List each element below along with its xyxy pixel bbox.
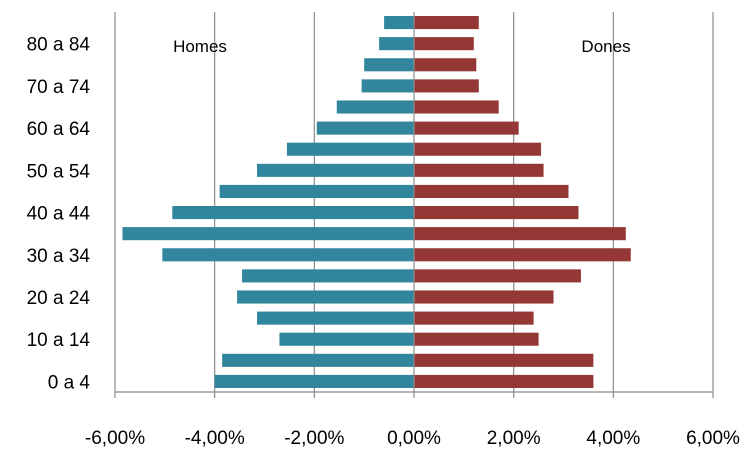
x-tick-labels: -6,00% -4,00% -2,00% 0,00% 2,00% 4,00% 6,00% xyxy=(85,428,740,449)
bar-dones-17 xyxy=(414,16,479,30)
bar-dones-16 xyxy=(414,37,474,51)
bar-dones-3 xyxy=(414,311,534,325)
bar-homes-3 xyxy=(257,311,414,325)
x-tick-label: -2,00% xyxy=(284,428,344,449)
x-tick-label: -4,00% xyxy=(185,428,245,449)
bar-homes-9 xyxy=(219,184,414,198)
bar-dones-10 xyxy=(414,163,544,177)
x-tick-label: -6,00% xyxy=(85,428,145,449)
bar-homes-5 xyxy=(242,269,414,283)
x-tick-label: 2,00% xyxy=(487,428,541,449)
bar-homes-14 xyxy=(361,79,414,93)
y-tick-label: 40 a 44 xyxy=(27,204,91,225)
bar-dones-11 xyxy=(414,142,542,156)
axis xyxy=(114,12,714,398)
bar-dones-15 xyxy=(414,58,477,72)
bar-homes-12 xyxy=(316,121,414,135)
y-tick-label: 70 a 74 xyxy=(27,77,91,98)
bar-homes-6 xyxy=(162,248,414,262)
x-tick-label: 6,00% xyxy=(686,428,740,449)
bar-dones-8 xyxy=(414,206,579,220)
y-tick-label: 80 a 84 xyxy=(27,35,91,56)
bar-homes-10 xyxy=(257,163,414,177)
bar-dones-12 xyxy=(414,121,519,135)
bar-dones-14 xyxy=(414,79,479,93)
y-tick-label: 60 a 64 xyxy=(27,119,91,140)
bar-dones-6 xyxy=(414,248,631,262)
bar-homes-13 xyxy=(336,100,414,114)
bar-homes-7 xyxy=(122,227,414,241)
bar-homes-1 xyxy=(222,353,414,367)
bar-dones-1 xyxy=(414,353,594,367)
bar-dones-13 xyxy=(414,100,499,114)
bar-dones-5 xyxy=(414,269,581,283)
gridlines xyxy=(114,12,714,392)
bar-dones-4 xyxy=(414,290,554,304)
y-tick-label: 0 a 4 xyxy=(48,372,91,393)
y-tick-label: 20 a 24 xyxy=(27,288,91,309)
bar-dones-9 xyxy=(414,184,569,198)
y-tick-labels: 0 a 4 10 a 14 20 a 24 30 a 34 40 a 44 50 a 54… xyxy=(27,35,91,394)
bar-homes-8 xyxy=(172,206,414,220)
series-label-dones: Dones xyxy=(581,37,630,56)
bar-dones-2 xyxy=(414,332,539,346)
series-label-homes: Homes xyxy=(173,37,227,56)
bar-homes-16 xyxy=(379,37,414,51)
bar-homes-0 xyxy=(214,374,414,388)
bar-homes-15 xyxy=(364,58,414,72)
x-tick-label: 4,00% xyxy=(586,428,640,449)
bar-dones-7 xyxy=(414,227,626,241)
y-tick-label: 10 a 14 xyxy=(27,330,91,351)
x-tick-label: 0,00% xyxy=(387,428,441,449)
bar-dones-0 xyxy=(414,374,594,388)
y-tick-label: 50 a 54 xyxy=(27,161,91,182)
bar-homes-2 xyxy=(279,332,414,346)
bar-homes-11 xyxy=(286,142,414,156)
bar-homes-17 xyxy=(384,16,414,30)
bars xyxy=(122,16,631,388)
bar-homes-4 xyxy=(237,290,414,304)
y-tick-label: 30 a 34 xyxy=(27,246,91,267)
